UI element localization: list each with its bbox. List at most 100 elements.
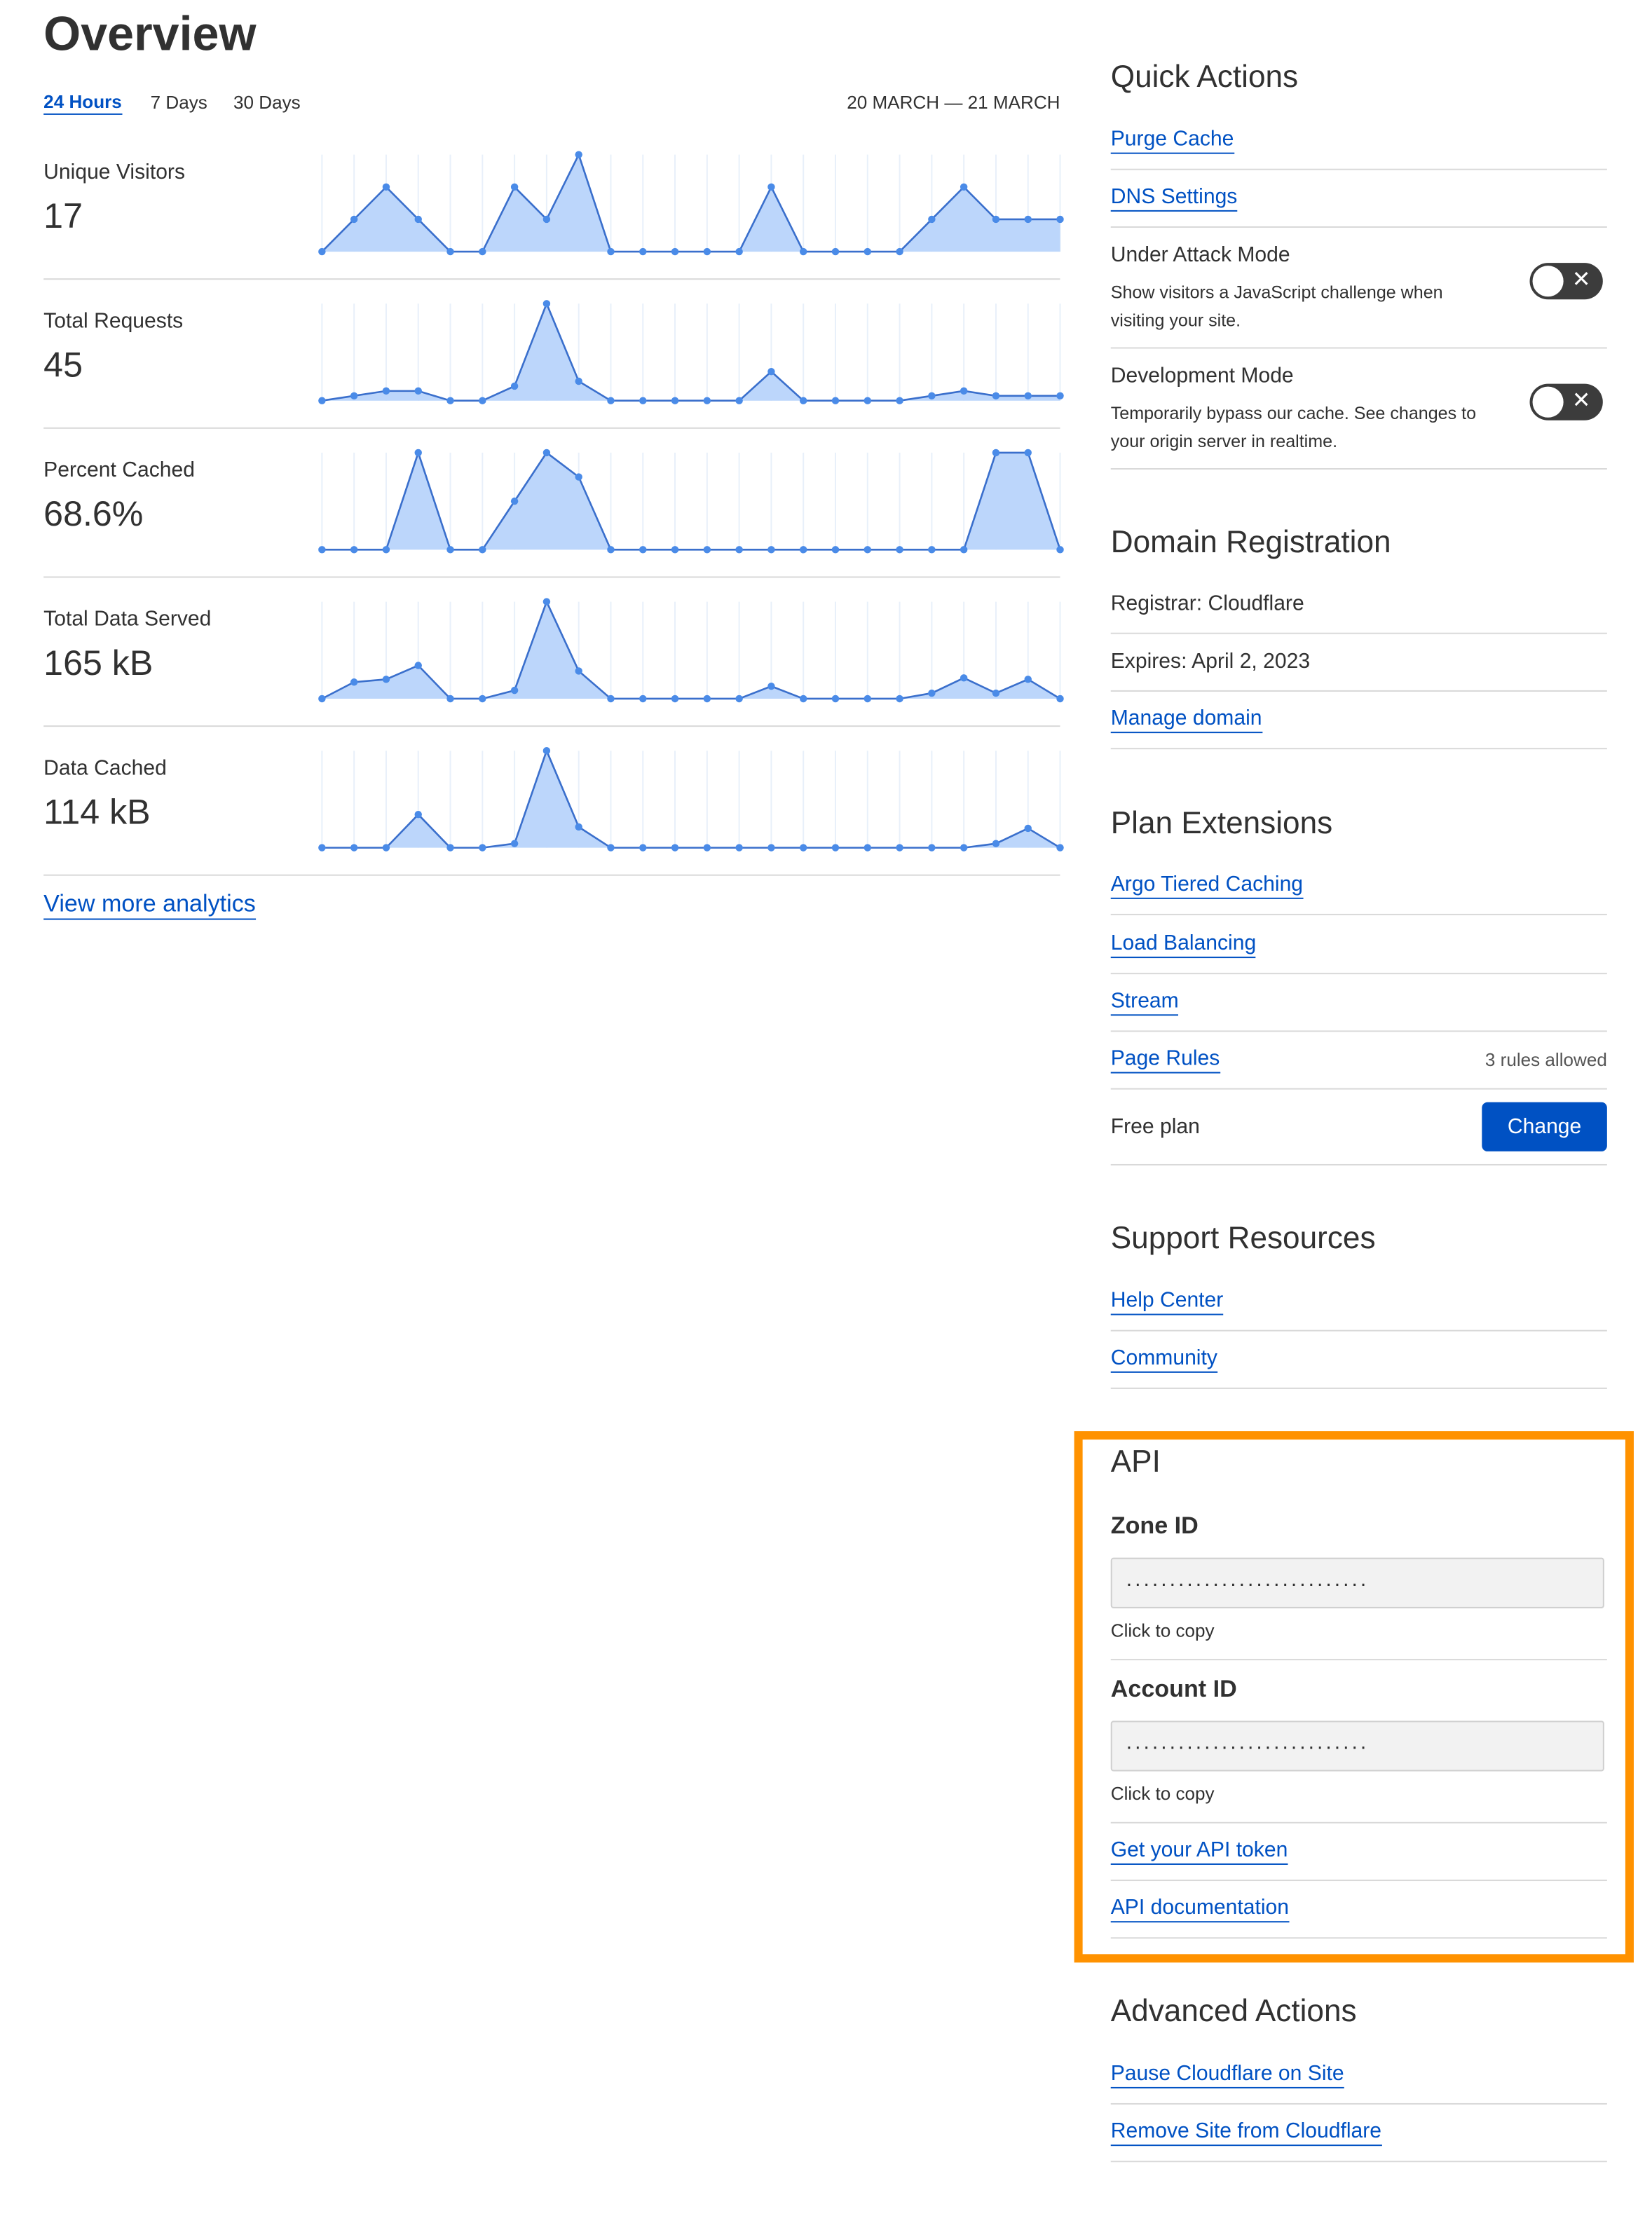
plan-name: Free plan	[1110, 1114, 1200, 1139]
spark-point	[799, 247, 807, 256]
sidebar-link[interactable]: Get your API token	[1110, 1838, 1288, 1865]
spark-point	[671, 397, 679, 404]
spark-area	[322, 751, 1060, 848]
spark-point	[414, 810, 422, 819]
sidebar-link[interactable]: Community	[1110, 1346, 1217, 1373]
spark-point	[382, 844, 390, 851]
page-title: Overview	[43, 8, 257, 62]
spark-point	[510, 686, 519, 695]
divider	[1110, 748, 1607, 750]
sidebar-link[interactable]: Load Balancing	[1110, 931, 1257, 959]
copy-hint: Click to copy	[1110, 1620, 1215, 1641]
spark-point	[863, 844, 872, 851]
sidebar-link[interactable]: Remove Site from Cloudflare	[1110, 2119, 1382, 2147]
divider	[1110, 2161, 1607, 2163]
divider	[1110, 1030, 1607, 1032]
divider	[43, 278, 1060, 280]
spark-point	[799, 397, 807, 404]
spark-point	[1056, 392, 1064, 400]
divider	[43, 427, 1060, 429]
spark-area	[322, 154, 1060, 252]
sidebar-link[interactable]: Help Center	[1110, 1288, 1224, 1315]
spark-point	[639, 844, 647, 851]
page-rules-note: 3 rules allowed	[1484, 1048, 1607, 1070]
spark-point	[510, 840, 519, 847]
sidebar-link[interactable]: Purge Cache	[1110, 128, 1234, 154]
divider	[1110, 1088, 1607, 1090]
spark-point	[1024, 676, 1032, 683]
spark-point	[671, 247, 679, 256]
spark-point	[735, 397, 743, 404]
spark-point	[703, 397, 711, 404]
sidebar-link[interactable]: Argo Tiered Caching	[1110, 873, 1304, 899]
spark-point	[1056, 546, 1064, 554]
view-more-link[interactable]: View more analytics	[43, 890, 256, 921]
range-tab[interactable]: 24 Hours	[43, 91, 122, 115]
divider	[1110, 226, 1607, 228]
toggle[interactable]: ✕	[1529, 383, 1603, 420]
spark-point	[479, 844, 486, 851]
sidebar-link[interactable]: DNS Settings	[1110, 185, 1238, 212]
expires: Expires: April 2, 2023	[1110, 649, 1311, 673]
date-range: 20 MARCH — 21 MARCH	[847, 91, 1060, 113]
spark-point	[896, 247, 903, 256]
toggle[interactable]: ✕	[1529, 263, 1603, 300]
spark-point	[928, 844, 936, 851]
divider	[1110, 1821, 1607, 1824]
spark-point	[831, 695, 840, 703]
metric-value: 68.6%	[43, 495, 144, 535]
spark-point	[575, 377, 582, 385]
sidebar-link[interactable]: Pause Cloudflare on Site	[1110, 2062, 1344, 2088]
spark-point	[1056, 215, 1064, 224]
spark-point	[510, 497, 519, 505]
metric-value: 17	[43, 196, 83, 237]
id-input[interactable]: ............................	[1110, 1721, 1604, 1772]
sidebar-link[interactable]: Manage domain	[1110, 706, 1262, 734]
spark-point	[446, 247, 454, 256]
spark-line	[321, 599, 1061, 700]
divider	[1110, 1937, 1607, 1939]
section-title: Domain Registration	[1110, 524, 1391, 559]
spark-point	[863, 695, 872, 703]
spark-point	[350, 844, 358, 851]
spark-point	[479, 397, 486, 404]
spark-point	[382, 546, 390, 554]
spark-point	[928, 546, 936, 554]
divider	[1110, 1387, 1607, 1389]
divider	[43, 725, 1060, 727]
metric-value: 165 kB	[43, 643, 153, 683]
change-button[interactable]: Change	[1482, 1102, 1607, 1151]
spark-point	[735, 247, 743, 256]
id-input[interactable]: ............................	[1110, 1557, 1604, 1608]
spark-point	[799, 695, 807, 703]
spark-point	[735, 546, 743, 554]
divider	[1110, 632, 1607, 634]
sidebar-link[interactable]: API documentation	[1110, 1896, 1290, 1923]
metric-value: 114 kB	[43, 793, 151, 833]
spark-point	[414, 387, 422, 395]
spark-point	[1024, 824, 1032, 833]
spark-point	[960, 183, 968, 191]
section-title: Advanced Actions	[1110, 1993, 1357, 2029]
spark-point	[575, 473, 582, 481]
toggle-title: Development Mode	[1110, 364, 1294, 388]
sidebar-link[interactable]: Stream	[1110, 989, 1179, 1016]
spark-point	[382, 387, 390, 395]
spark-point	[575, 667, 582, 675]
spark-point	[382, 183, 390, 191]
spark-point	[350, 392, 358, 400]
sidebar-link[interactable]: Page Rules	[1110, 1046, 1220, 1074]
spark-point	[318, 247, 326, 256]
spark-point	[318, 695, 326, 703]
spark-point	[639, 695, 647, 703]
spark-point	[831, 844, 840, 851]
metric-label: Percent Cached	[43, 458, 195, 483]
spark-line	[322, 449, 1061, 551]
toggle-x-icon: ✕	[1571, 268, 1591, 293]
range-tab: 30 Days	[233, 91, 301, 113]
spark-point	[446, 397, 454, 404]
divider	[1110, 168, 1607, 170]
toggle-description: Show visitors a JavaScript challenge whe…	[1110, 282, 1443, 331]
spark-point	[575, 151, 582, 158]
